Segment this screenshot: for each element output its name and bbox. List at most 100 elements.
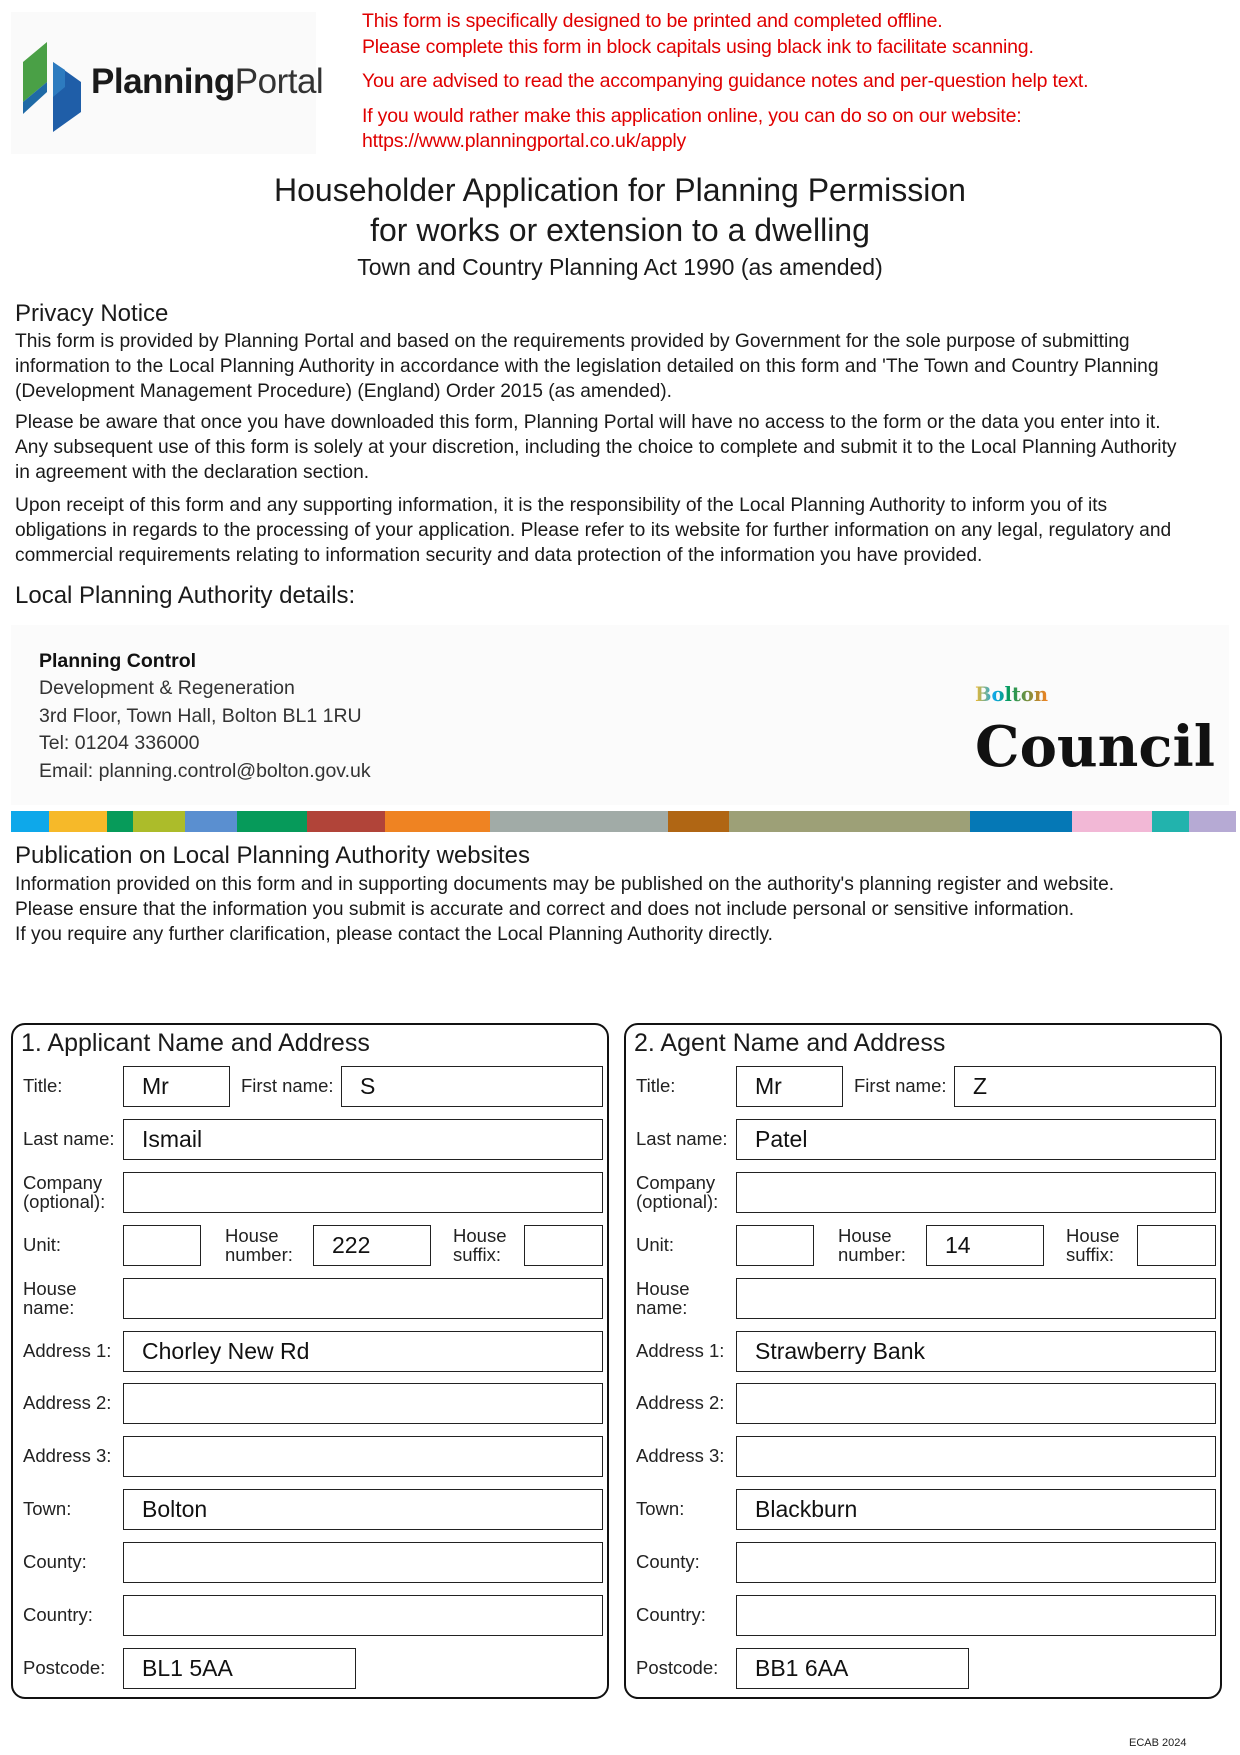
agent-section: 2. Agent Name and Address Title: Mr First n… — [624, 1023, 1222, 1699]
stripe-segment — [490, 811, 668, 832]
field-address1[interactable]: Strawberry Bank — [736, 1331, 1216, 1372]
privacy-para1-line3: (Development Management Procedure) (Engl… — [15, 381, 672, 402]
label-last-name: Last name: — [636, 1128, 728, 1149]
label-unit: Unit: — [636, 1234, 675, 1255]
field-house-name[interactable] — [123, 1278, 603, 1319]
stripe-segment — [668, 811, 729, 832]
field-first-name[interactable]: S — [341, 1066, 603, 1107]
lpa-details-panel: Planning Control Development & Regenerat… — [11, 625, 1229, 805]
guidance-notice: You are advised to read the accompanying… — [362, 70, 1089, 92]
field-country[interactable] — [736, 1595, 1216, 1636]
lpa-phone: Tel: 01204 336000 — [39, 732, 200, 754]
field-address1[interactable]: Chorley New Rd — [123, 1331, 603, 1372]
privacy-para3-line3: commercial requirements relating to info… — [15, 545, 983, 566]
field-postcode[interactable]: BB1 6AA — [736, 1648, 969, 1689]
field-address3[interactable] — [736, 1436, 1216, 1477]
field-postcode[interactable]: BL1 5AA — [123, 1648, 356, 1689]
form-code: ECAB 2024 — [1129, 1737, 1187, 1749]
logo-text-bold: Planning — [91, 62, 235, 101]
label-house-suffix: House suffix: — [1066, 1225, 1120, 1265]
field-last-name[interactable]: Ismail — [123, 1119, 603, 1160]
label-unit: Unit: — [23, 1234, 62, 1255]
privacy-para2-line1: Please be aware that once you have downl… — [15, 412, 1161, 433]
publication-line2: Please ensure that the information you s… — [15, 899, 1075, 920]
field-title[interactable]: Mr — [736, 1066, 843, 1107]
label-county: County: — [636, 1551, 700, 1572]
label-house-name: House name: — [23, 1278, 77, 1318]
field-company[interactable] — [123, 1172, 603, 1213]
label-company: Company (optional): — [23, 1172, 106, 1212]
online-notice: If you would rather make this applicatio… — [362, 105, 1022, 127]
label-town: Town: — [636, 1498, 685, 1519]
field-country[interactable] — [123, 1595, 603, 1636]
form-subtitle: Town and Country Planning Act 1990 (as a… — [357, 254, 883, 280]
label-house-suffix: House suffix: — [453, 1225, 507, 1265]
label-country: Country: — [636, 1604, 706, 1625]
privacy-para2-line3: in agreement with the declaration sectio… — [15, 462, 370, 483]
field-address3[interactable] — [123, 1436, 603, 1477]
stripe-segment — [307, 811, 385, 832]
field-unit[interactable] — [123, 1225, 201, 1266]
field-town[interactable]: Blackburn — [736, 1489, 1216, 1530]
field-address2[interactable] — [736, 1383, 1216, 1424]
field-house-number[interactable]: 14 — [926, 1225, 1044, 1266]
label-title: Title: — [636, 1075, 676, 1096]
stripe-segment — [107, 811, 133, 832]
planning-portal-logo: PlanningPortal — [11, 12, 324, 154]
field-last-name[interactable]: Patel — [736, 1119, 1216, 1160]
bolton-council-logo: Bolton Council — [975, 669, 1215, 780]
form-title-line2: for works or extension to a dwelling — [370, 212, 870, 248]
label-house-name: House name: — [636, 1278, 690, 1318]
label-postcode: Postcode: — [636, 1657, 719, 1678]
privacy-heading: Privacy Notice — [15, 300, 169, 327]
field-county[interactable] — [123, 1542, 603, 1583]
label-country: Country: — [23, 1604, 93, 1625]
field-house-suffix[interactable] — [1137, 1225, 1216, 1266]
field-town[interactable]: Bolton — [123, 1489, 603, 1530]
publication-heading: Publication on Local Planning Authority … — [15, 842, 530, 869]
stripe-segment — [1189, 811, 1236, 832]
label-house-number: House number: — [838, 1225, 906, 1265]
privacy-para1-line2: information to the Local Planning Author… — [15, 356, 1159, 377]
stripe-segment — [133, 811, 185, 832]
stripe-segment — [237, 811, 307, 832]
field-company[interactable] — [736, 1172, 1216, 1213]
stripe-segment — [11, 811, 49, 832]
label-first-name: First name: — [241, 1075, 334, 1096]
field-house-name[interactable] — [736, 1278, 1216, 1319]
field-house-number[interactable]: 222 — [313, 1225, 431, 1266]
lpa-heading: Local Planning Authority details: — [15, 582, 356, 609]
block-capitals-notice: Please complete this form in block capit… — [362, 36, 1034, 58]
offline-notice: This form is specifically designed to be… — [362, 10, 943, 32]
label-address2: Address 2: — [23, 1392, 112, 1413]
field-county[interactable] — [736, 1542, 1216, 1583]
logo-council: Council — [975, 714, 1215, 780]
field-title[interactable]: Mr — [123, 1066, 230, 1107]
section-heading: 2. Agent Name and Address — [634, 1029, 946, 1057]
stripe-segment — [185, 811, 237, 832]
logo-text-light: Portal — [234, 62, 324, 101]
privacy-para3-line1: Upon receipt of this form and any suppor… — [15, 495, 1108, 516]
logo-bolton: Bolton — [975, 669, 1215, 721]
applicant-section: 1. Applicant Name and Address Title: Mr Fir… — [11, 1023, 609, 1699]
field-first-name[interactable]: Z — [954, 1066, 1216, 1107]
lpa-name: Planning Control — [39, 650, 197, 672]
field-address2[interactable] — [123, 1383, 603, 1424]
label-address2: Address 2: — [636, 1392, 725, 1413]
publication-line3: If you require any further clarification… — [15, 924, 773, 945]
label-address3: Address 3: — [23, 1445, 112, 1466]
stripe-segment — [1072, 811, 1152, 832]
planning-portal-logo-icon — [23, 42, 81, 132]
label-address3: Address 3: — [636, 1445, 725, 1466]
label-address1: Address 1: — [636, 1340, 725, 1361]
stripe-segment — [385, 811, 490, 832]
lpa-email[interactable]: Email: planning.control@bolton.gov.uk — [39, 760, 371, 782]
privacy-para2-line2: Any subsequent use of this form is solel… — [15, 437, 1177, 458]
label-address1: Address 1: — [23, 1340, 112, 1361]
label-last-name: Last name: — [23, 1128, 115, 1149]
field-unit[interactable] — [736, 1225, 814, 1266]
label-title: Title: — [23, 1075, 63, 1096]
form-title-line1: Householder Application for Planning Per… — [274, 172, 966, 208]
apply-link[interactable]: https://www.planningportal.co.uk/apply — [362, 130, 687, 152]
field-house-suffix[interactable] — [524, 1225, 603, 1266]
